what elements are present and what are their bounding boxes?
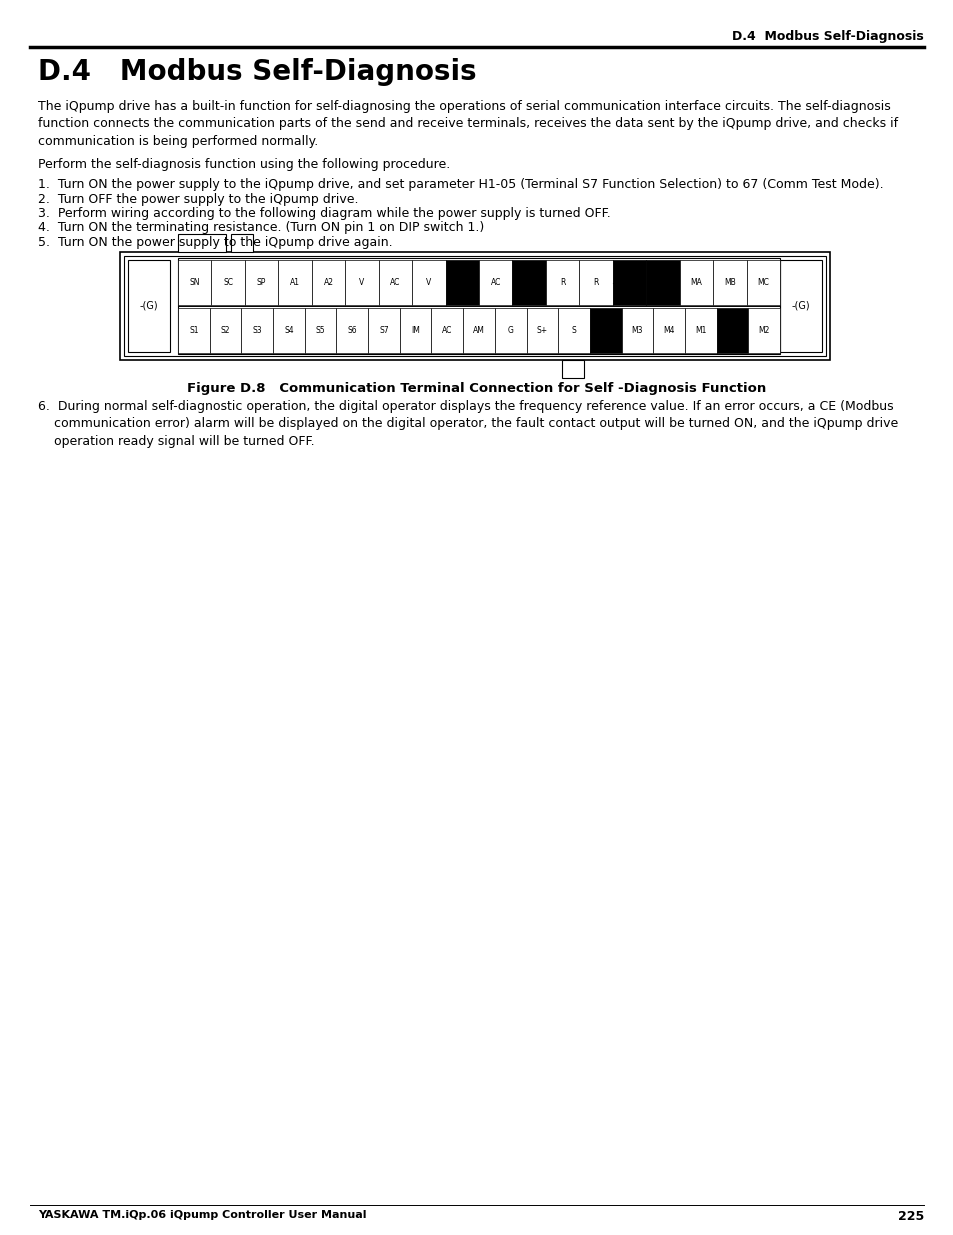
Bar (368, 308, 399, 353)
Bar (231, 233, 253, 252)
Text: A1: A1 (290, 278, 300, 287)
Text: M4: M4 (662, 326, 674, 335)
Bar (445, 261, 478, 305)
Text: -(G): -(G) (791, 301, 809, 311)
Text: 1.  Turn ON the power supply to the iQpump drive, and set parameter H1-05 (Termi: 1. Turn ON the power supply to the iQpum… (38, 178, 882, 191)
Bar (558, 308, 589, 353)
Text: S6: S6 (347, 326, 356, 335)
Text: AC: AC (390, 278, 400, 287)
Text: AM: AM (473, 326, 484, 335)
Bar (312, 261, 345, 305)
Text: R: R (593, 278, 598, 287)
Bar (273, 308, 304, 353)
Text: 2.  Turn OFF the power supply to the iQpump drive.: 2. Turn OFF the power supply to the iQpu… (38, 193, 358, 205)
Text: 5.  Turn ON the power supply to the iQpump drive again.: 5. Turn ON the power supply to the iQpum… (38, 236, 393, 249)
Text: 4.  Turn ON the terminating resistance. (Turn ON pin 1 on DIP switch 1.): 4. Turn ON the terminating resistance. (… (38, 221, 484, 235)
Bar (431, 308, 462, 353)
Text: R: R (559, 278, 565, 287)
Text: The iQpump drive has a built-in function for self-diagnosing the operations of s: The iQpump drive has a built-in function… (38, 100, 897, 148)
Text: SC: SC (223, 278, 233, 287)
Text: Figure D.8   Communication Terminal Connection for Self -Diagnosis Function: Figure D.8 Communication Terminal Connec… (187, 382, 766, 395)
Bar (462, 308, 495, 353)
Text: S+: S+ (537, 326, 547, 335)
Text: 3.  Perform wiring according to the following diagram while the power supply is : 3. Perform wiring according to the follo… (38, 207, 610, 220)
Text: M1: M1 (695, 326, 706, 335)
Bar (684, 308, 716, 353)
Text: D.4   Modbus Self-Diagnosis: D.4 Modbus Self-Diagnosis (38, 58, 476, 86)
Bar (495, 308, 526, 353)
Text: A2: A2 (323, 278, 334, 287)
Bar (653, 308, 684, 353)
Bar (378, 261, 412, 305)
Bar (679, 261, 712, 305)
Text: YASKAWA TM.iQp.06 iQpump Controller User Manual: YASKAWA TM.iQp.06 iQpump Controller User… (38, 1210, 366, 1220)
Bar (561, 359, 583, 378)
Bar (245, 261, 278, 305)
Bar (645, 261, 679, 305)
Bar (336, 308, 368, 353)
Text: 225: 225 (897, 1210, 923, 1223)
Text: Perform the self-diagnosis function using the following procedure.: Perform the self-diagnosis function usin… (38, 158, 450, 170)
Bar (304, 308, 336, 353)
Bar (124, 256, 825, 356)
Bar (412, 261, 445, 305)
Bar (178, 261, 212, 305)
Text: G: G (507, 326, 513, 335)
Bar (399, 308, 431, 353)
Bar (241, 308, 273, 353)
Text: MA: MA (690, 278, 701, 287)
Bar (746, 261, 780, 305)
Bar (712, 261, 746, 305)
Bar (128, 261, 170, 352)
Text: M3: M3 (631, 326, 642, 335)
Text: AC: AC (441, 326, 452, 335)
Bar (747, 308, 780, 353)
Text: IM: IM (411, 326, 419, 335)
Bar (178, 258, 780, 354)
Text: AC: AC (490, 278, 500, 287)
Bar (780, 261, 821, 352)
Bar (178, 233, 226, 252)
Bar (526, 308, 558, 353)
Bar (545, 261, 578, 305)
Text: S7: S7 (378, 326, 389, 335)
Text: MC: MC (757, 278, 768, 287)
Text: S2: S2 (220, 326, 230, 335)
Bar (178, 308, 210, 353)
Bar (578, 261, 612, 305)
Text: SP: SP (256, 278, 266, 287)
Bar (621, 308, 653, 353)
Text: MB: MB (723, 278, 735, 287)
Text: -(G): -(G) (139, 301, 158, 311)
Text: D.4  Modbus Self-Diagnosis: D.4 Modbus Self-Diagnosis (732, 30, 923, 43)
Text: S: S (571, 326, 576, 335)
Text: V: V (359, 278, 364, 287)
Text: S3: S3 (253, 326, 262, 335)
Bar (589, 308, 621, 353)
Text: S1: S1 (189, 326, 198, 335)
Text: 6.  During normal self-diagnostic operation, the digital operator displays the f: 6. During normal self-diagnostic operati… (38, 400, 898, 448)
Bar (120, 252, 829, 359)
Text: SN: SN (190, 278, 200, 287)
Text: S4: S4 (284, 326, 294, 335)
Bar (345, 261, 378, 305)
Bar (210, 308, 241, 353)
Bar (478, 261, 512, 305)
Bar (612, 261, 645, 305)
Bar (512, 261, 545, 305)
Text: V: V (426, 278, 431, 287)
Text: M2: M2 (758, 326, 769, 335)
Bar (716, 308, 747, 353)
Bar (212, 261, 245, 305)
Text: S5: S5 (315, 326, 325, 335)
Bar (278, 261, 312, 305)
